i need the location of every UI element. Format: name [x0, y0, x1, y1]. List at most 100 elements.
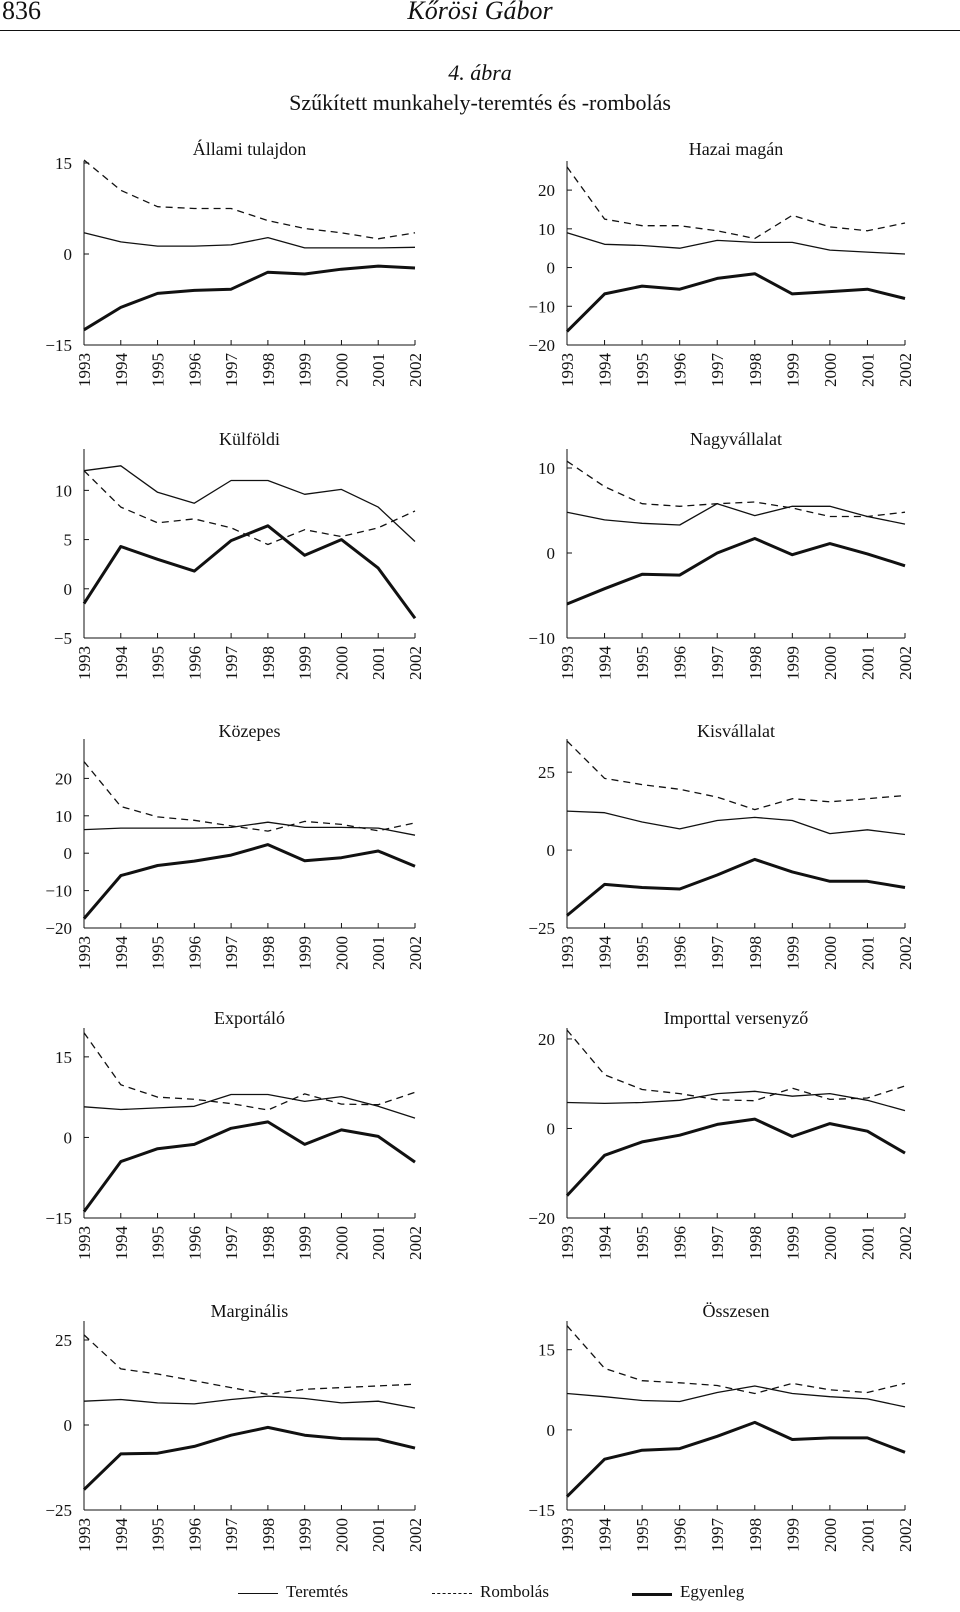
series-line	[83, 1334, 416, 1396]
y-tick-label: 25	[538, 763, 555, 782]
y-tick-label: −25	[45, 1501, 72, 1520]
x-tick-label: 2001	[858, 1226, 877, 1260]
x-tick-label: 1993	[75, 936, 94, 970]
chart-panel: Hazai magán −20 −10 0 10 20 1993 1994 1995 1996 19…	[528, 139, 915, 387]
y-tick-label: −5	[54, 629, 72, 648]
series-line	[83, 470, 416, 546]
series-line	[565, 1117, 906, 1197]
legend-label: Teremtés	[286, 1582, 349, 1601]
x-tick-label: 2000	[332, 646, 351, 680]
y-tick-label: −15	[528, 1501, 555, 1520]
running-head: Kőrösi Gábor	[407, 0, 553, 25]
x-tick-label: 1996	[185, 1226, 204, 1260]
x-tick-label: 1994	[112, 646, 131, 681]
x-tick-label: 1997	[222, 936, 241, 971]
series-line	[566, 503, 906, 526]
x-tick-label: 1995	[633, 646, 652, 680]
series-line	[565, 1420, 906, 1498]
y-tick-label: 20	[538, 181, 555, 200]
x-tick-label: 2000	[821, 646, 840, 680]
legend-label: Egyenleg	[680, 1582, 745, 1601]
x-tick-label: 2000	[821, 1226, 840, 1260]
x-tick-label: 1996	[671, 646, 690, 680]
figure-label: 4. ábra	[448, 60, 512, 85]
x-tick-label: 1993	[75, 353, 94, 387]
x-tick-label: 2001	[369, 1226, 388, 1260]
series-line	[83, 465, 416, 542]
x-tick-label: 1999	[783, 936, 802, 970]
x-tick-label: 1997	[708, 1518, 727, 1553]
y-tick-label: 0	[64, 245, 73, 264]
x-tick-label: 1998	[746, 936, 765, 970]
y-tick-label: 10	[538, 220, 555, 239]
x-tick-label: 2002	[896, 646, 915, 680]
y-tick-label: 0	[64, 580, 73, 599]
chart-title: Közepes	[219, 721, 281, 741]
y-tick-label: 25	[55, 1331, 72, 1350]
x-tick-label: 2002	[406, 353, 425, 387]
x-tick-label: 1995	[149, 646, 168, 680]
y-tick-label: 0	[547, 1421, 556, 1440]
series-line	[83, 232, 416, 249]
x-tick-label: 1995	[633, 1518, 652, 1552]
x-tick-label: 1994	[596, 1518, 615, 1553]
y-tick-label: 0	[64, 1128, 73, 1147]
y-tick-label: 0	[64, 844, 73, 863]
x-tick-label: 1997	[708, 1226, 727, 1261]
y-tick-label: 5	[64, 531, 73, 550]
y-tick-label: −15	[45, 336, 72, 355]
page-header: 836 Kőrösi Gábor	[0, 0, 960, 30]
x-tick-label: 2002	[406, 1226, 425, 1260]
header-rule	[0, 30, 960, 31]
x-tick-label: 1994	[112, 936, 131, 971]
series-line	[566, 810, 906, 836]
series-line	[83, 264, 416, 332]
series-line	[83, 761, 416, 832]
y-tick-label: −20	[528, 1209, 555, 1228]
chart-panel: Külföldi −5 0 5 10 1993 1994 1995 1996 1997 1998 19…	[54, 429, 425, 680]
x-tick-label: 1999	[296, 646, 315, 680]
chart-panel: Marginális −25 0 25 1993 1994 1995 1996 1997 1998…	[45, 1301, 425, 1552]
y-tick-label: 0	[547, 544, 556, 563]
y-tick-label: 15	[55, 154, 72, 173]
series-line	[82, 1120, 416, 1213]
series-line	[83, 1395, 416, 1409]
x-tick-label: 1994	[112, 353, 131, 388]
x-tick-label: 2002	[406, 936, 425, 970]
x-tick-label: 1997	[222, 1518, 241, 1553]
y-tick-label: 0	[547, 259, 556, 278]
x-tick-label: 1999	[296, 936, 315, 970]
x-tick-label: 1994	[596, 936, 615, 971]
x-tick-label: 1998	[746, 646, 765, 680]
x-tick-label: 2001	[369, 936, 388, 970]
series-line	[566, 232, 906, 255]
x-tick-label: 1996	[671, 1226, 690, 1260]
y-tick-label: 20	[538, 1030, 555, 1049]
x-tick-label: 1997	[222, 353, 241, 388]
x-tick-label: 2000	[332, 936, 351, 970]
x-tick-label: 1998	[259, 646, 278, 680]
x-tick-label: 1994	[112, 1518, 131, 1553]
x-tick-label: 2001	[858, 646, 877, 680]
y-tick-label: 0	[547, 1119, 556, 1138]
x-tick-label: 1997	[708, 936, 727, 971]
x-tick-label: 1996	[185, 1518, 204, 1552]
series-line	[83, 1093, 416, 1119]
x-tick-label: 1996	[671, 353, 690, 387]
chart-title: Hazai magán	[689, 139, 783, 159]
x-tick-label: 2002	[896, 1226, 915, 1260]
chart-panel: Kisvállalat −25 0 25 1993 1994 1995 1996 1997 199…	[528, 721, 915, 970]
series-line	[83, 1032, 416, 1111]
y-tick-label: 15	[55, 1048, 72, 1067]
x-tick-label: 1994	[596, 353, 615, 388]
x-tick-label: 2002	[406, 646, 425, 680]
x-tick-label: 1998	[259, 353, 278, 387]
x-tick-label: 2000	[821, 353, 840, 387]
chart-panel: Állami tulajdon −15 0 15 1993 1994 1995 1996 199…	[45, 138, 425, 387]
legend-swatch-thin	[238, 1593, 278, 1594]
x-tick-label: 1995	[149, 353, 168, 387]
series-line	[566, 1325, 906, 1395]
y-tick-label: 0	[547, 841, 556, 860]
x-tick-label: 1996	[671, 1518, 690, 1552]
x-tick-label: 2000	[332, 1226, 351, 1260]
